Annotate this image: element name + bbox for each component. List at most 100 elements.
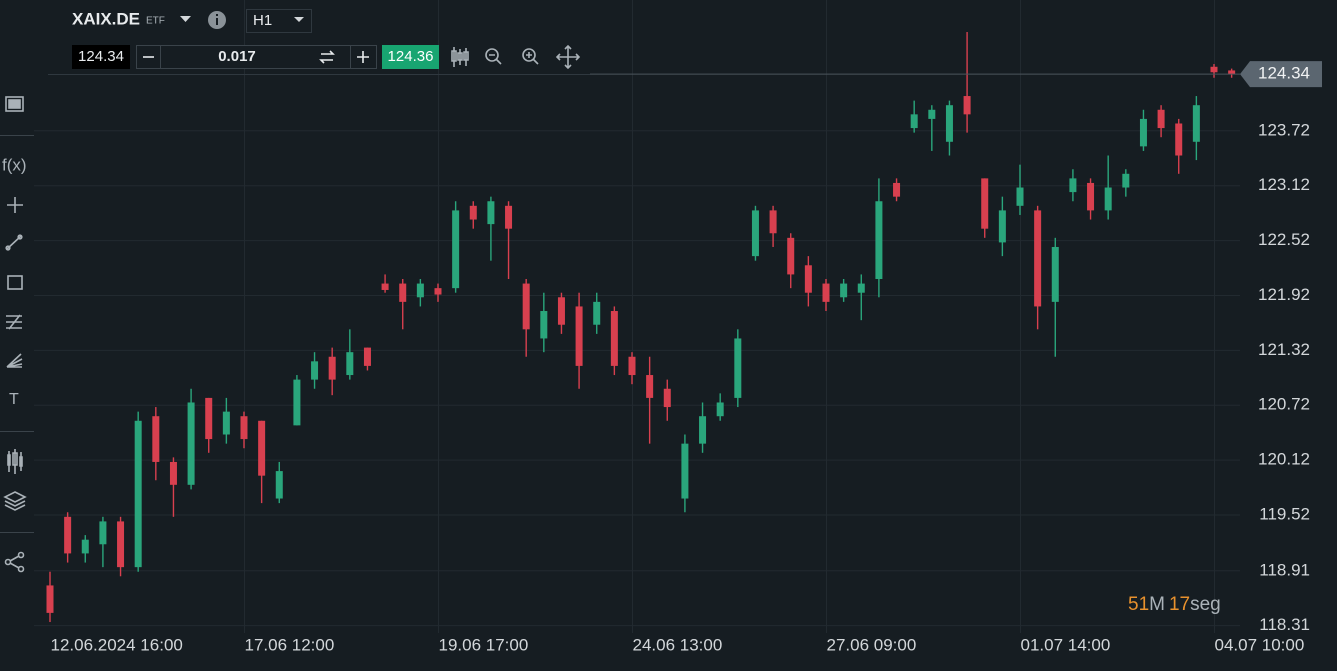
countdown-seconds-unit: seg — [1190, 594, 1221, 615]
y-tick-label: 121.32 — [1258, 340, 1310, 359]
quantity-field[interactable] — [136, 45, 377, 69]
candle-body — [787, 237, 795, 275]
last-price-label: 124.34 — [1258, 64, 1310, 83]
candle-body — [1139, 118, 1147, 147]
candle-body — [998, 210, 1006, 243]
symbol-dropdown[interactable] — [180, 16, 191, 22]
candle-body — [346, 352, 354, 376]
fibonacci-tool[interactable] — [6, 314, 22, 330]
timeframe-select[interactable] — [246, 9, 312, 33]
pan[interactable] — [555, 44, 581, 70]
x-tick-label: 19.06 17:00 — [439, 635, 529, 654]
shape-tool[interactable] — [7, 275, 23, 290]
candle-body — [540, 311, 548, 339]
candle-body — [311, 361, 319, 380]
y-tick-label: 122.52 — [1258, 230, 1310, 249]
candle-body — [452, 210, 460, 289]
chart-type-icon[interactable] — [451, 47, 469, 67]
candle-body — [628, 356, 636, 376]
y-tick-label: 123.12 — [1258, 175, 1310, 194]
text-tool[interactable]: T — [9, 391, 19, 408]
last-price-box — [1240, 61, 1322, 88]
y-tick-label: 120.12 — [1258, 450, 1310, 469]
symbol[interactable]: XAIX.DE — [72, 9, 140, 28]
x-tick-label: 01.07 14:00 — [1021, 635, 1111, 654]
candle-body — [804, 265, 812, 293]
overlay: 118.31 118.91 119.52 120.12 120.72 121.32 121.… — [51, 61, 1322, 654]
candle-body — [663, 388, 671, 408]
candle-body — [522, 283, 530, 330]
y-tick-label: 119.52 — [1259, 504, 1310, 523]
ask-box[interactable] — [382, 45, 439, 69]
candle-body — [1228, 70, 1236, 75]
y-tick-label: 123.72 — [1258, 120, 1310, 139]
candle-body — [822, 283, 830, 302]
candle-body — [593, 301, 601, 325]
candle-body — [46, 585, 54, 613]
candle-body — [610, 311, 618, 366]
candle-body — [381, 283, 389, 290]
candle-body — [910, 114, 918, 129]
candle-body — [769, 210, 777, 234]
countdown-minutes-unit: M — [1149, 594, 1165, 615]
candle-body — [240, 416, 248, 440]
candle-body — [1104, 187, 1112, 211]
bid-box[interactable] — [72, 45, 130, 69]
candle-body — [1157, 109, 1165, 129]
pitchfork-tool[interactable] — [6, 353, 23, 368]
plus-button[interactable] — [357, 51, 369, 63]
candle-body — [81, 539, 89, 554]
share-icon[interactable] — [4, 551, 25, 573]
candle-body — [434, 288, 442, 295]
line-tool[interactable] — [5, 234, 23, 251]
candle-body — [99, 521, 107, 545]
candle-body — [187, 402, 195, 485]
candle-body — [1192, 105, 1200, 142]
crosshair-tool[interactable] — [7, 197, 23, 213]
candle-body — [1175, 123, 1183, 156]
candle-body — [275, 471, 283, 499]
candle-body — [751, 210, 759, 257]
indicators-icon[interactable] — [7, 449, 23, 474]
candle-body — [64, 516, 72, 554]
layers-icon[interactable] — [3, 491, 27, 511]
candle-countdown: 51M 17seg — [1128, 594, 1221, 615]
candle-body — [857, 283, 865, 293]
info-glyph — [216, 18, 218, 25]
bid-price: 124.34 — [78, 48, 124, 65]
candle-body — [258, 420, 266, 476]
info-glyph — [216, 14, 218, 16]
candle-body — [1034, 210, 1042, 307]
candle-body — [928, 109, 936, 119]
candle-body — [1051, 246, 1059, 302]
candle-body — [328, 356, 336, 380]
candle-body — [893, 182, 901, 197]
candle-body — [222, 411, 230, 435]
indicator-tool[interactable]: f(x) — [2, 155, 27, 174]
quantity: 0.017 — [218, 48, 256, 65]
zoom-in[interactable] — [522, 48, 539, 65]
candle-body — [1122, 173, 1130, 188]
candle-body — [152, 416, 160, 462]
zoom-out[interactable] — [485, 48, 502, 65]
candle-body — [557, 297, 565, 325]
ask-price: 124.36 — [388, 48, 434, 65]
symbol-kind: ETF — [146, 16, 165, 27]
layout-icon[interactable] — [5, 96, 24, 112]
x-tick-label: 24.06 13:00 — [633, 635, 723, 654]
candle-body — [1069, 178, 1077, 193]
candle-body — [1016, 187, 1024, 206]
y-tick-label: 120.72 — [1258, 395, 1310, 414]
y-tick-label: 121.92 — [1258, 285, 1310, 304]
x-tick-label: 17.06 12:00 — [245, 635, 335, 654]
candle-body — [134, 420, 142, 568]
candle-body — [505, 205, 513, 229]
grid — [34, 0, 1240, 633]
candles — [46, 32, 1236, 623]
candle-body — [399, 283, 407, 302]
candle-body — [963, 96, 971, 115]
x-tick-label: 12.06.2024 16:00 — [51, 635, 183, 654]
swap-icon[interactable] — [319, 50, 335, 64]
candle-body — [575, 306, 583, 366]
